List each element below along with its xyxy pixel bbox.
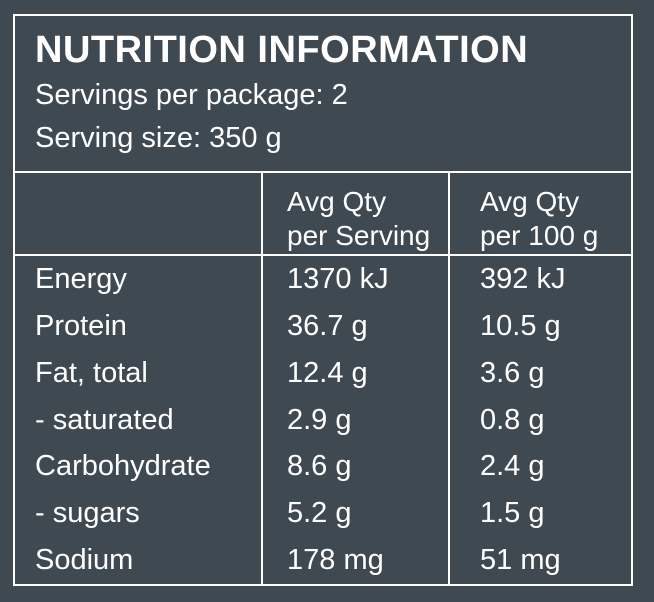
value-per-100g: 1.5 g (448, 490, 631, 538)
nutrient-label: Energy (35, 262, 127, 295)
nutrient-label: Fat, total (35, 356, 148, 389)
nutrient-label: Sodium (35, 544, 134, 577)
servings-per-package-line: Servings per package: 2 (35, 79, 348, 111)
value-per-serving: 178 mg (261, 537, 448, 585)
col-header-per-serving: Avg Qty per Serving (261, 173, 448, 254)
serving-size-line: Serving size: 350 g (35, 122, 282, 154)
value-per-100g: 51 mg (448, 537, 631, 585)
value-per-serving: 2.9 g (261, 396, 448, 444)
table-row: Energy 1370 kJ 392 kJ (15, 256, 631, 303)
col-header-per-100g: Avg Qty per 100 g (448, 173, 631, 254)
value-per-100g: 392 kJ (448, 256, 631, 303)
nutrition-table: Avg Qty per Serving Avg Qty per 100 g En… (15, 173, 631, 585)
table-row: - sugars 5.2 g 1.5 g (15, 490, 631, 538)
nutrient-label: - saturated (35, 403, 174, 436)
nutrient-label: Protein (35, 309, 127, 342)
col-header-nutrient (15, 173, 261, 254)
table-row: Protein 36.7 g 10.5 g (15, 302, 631, 350)
value-per-100g: 10.5 g (448, 302, 631, 350)
nutrition-panel: NUTRITION INFORMATION Servings per packa… (13, 14, 633, 586)
panel-title: NUTRITION INFORMATION (35, 29, 529, 71)
table-body: Energy 1370 kJ 392 kJ Protein 36.7 g 10.… (15, 256, 631, 585)
table-row: - saturated 2.9 g 0.8 g (15, 396, 631, 444)
panel-intro: NUTRITION INFORMATION Servings per packa… (15, 16, 631, 173)
value-per-serving: 5.2 g (261, 490, 448, 538)
table-header-row: Avg Qty per Serving Avg Qty per 100 g (15, 173, 631, 256)
value-per-serving: 8.6 g (261, 443, 448, 491)
value-per-serving: 1370 kJ (261, 256, 448, 303)
table-row: Sodium 178 mg 51 mg (15, 537, 631, 585)
value-per-100g: 3.6 g (448, 349, 631, 397)
table-row: Carbohydrate 8.6 g 2.4 g (15, 443, 631, 491)
nutrient-label: - sugars (35, 497, 140, 530)
value-per-serving: 36.7 g (261, 302, 448, 350)
value-per-serving: 12.4 g (261, 349, 448, 397)
nutrient-label: Carbohydrate (35, 450, 211, 483)
value-per-100g: 2.4 g (448, 443, 631, 491)
table-row: Fat, total 12.4 g 3.6 g (15, 349, 631, 397)
value-per-100g: 0.8 g (448, 396, 631, 444)
